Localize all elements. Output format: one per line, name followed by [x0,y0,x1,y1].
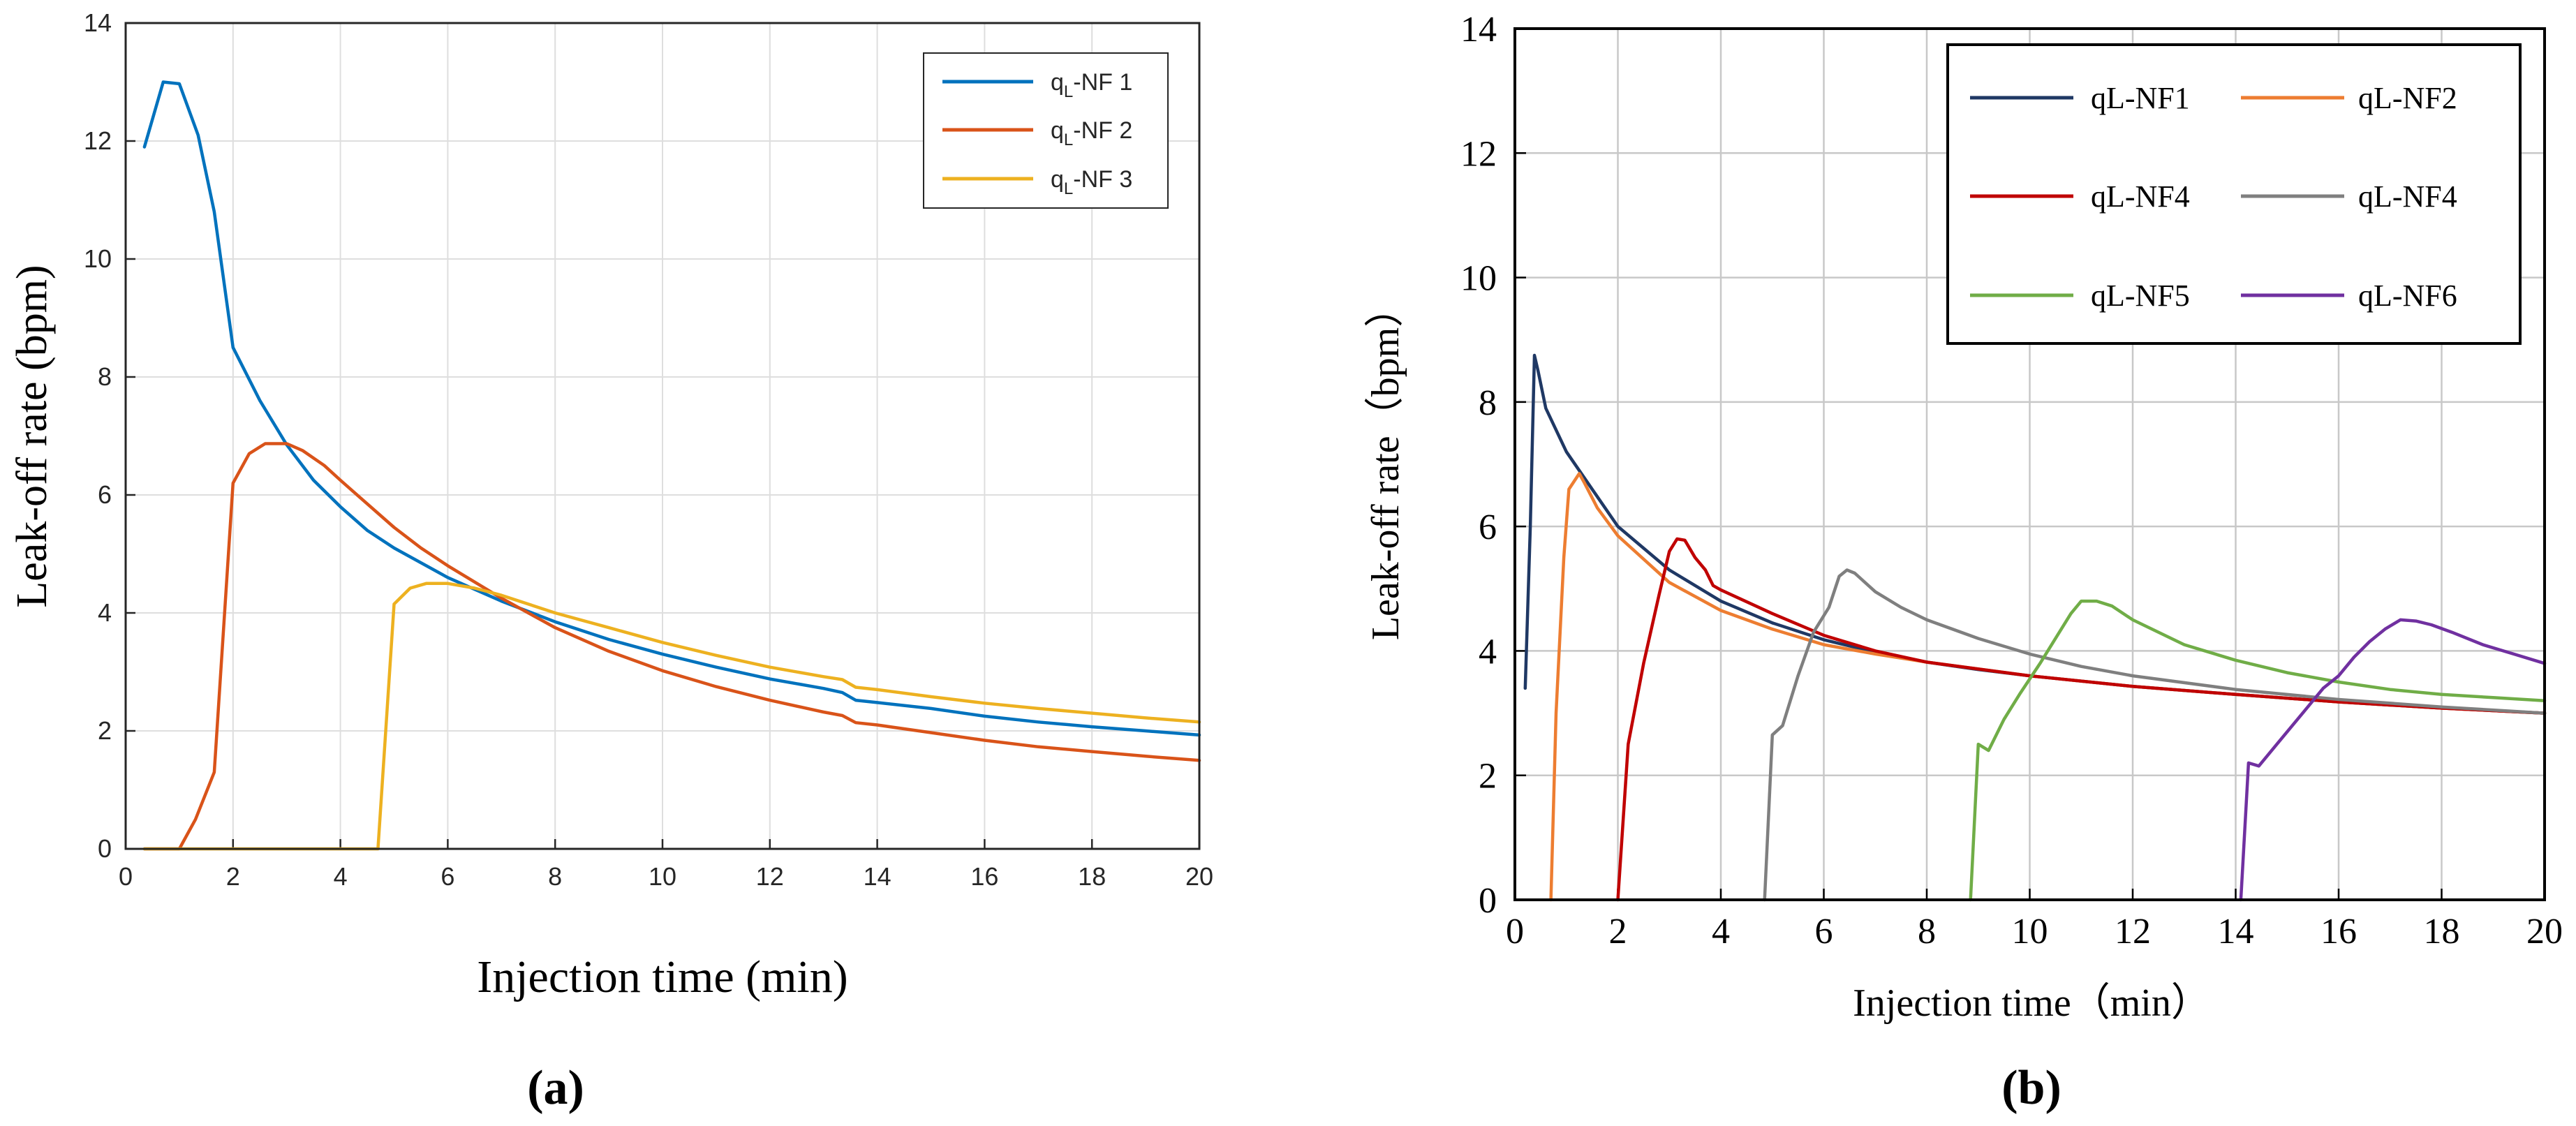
panel-b: 0 2 4 6 8 10 12 14 16 18 20 0 2 4 6 8 10 12 14 qL-NF1 qL-N… [1364,10,2563,1115]
legend-a-label-nf1: qL-NF 1 [1051,69,1132,101]
panel-b-series-line-3 [1616,537,2547,902]
panel-a-xtick-label-4: 4 [334,862,348,891]
panel-a-xtick-label-18: 18 [1078,862,1106,891]
panel-a-plot-frame [124,22,1201,850]
panel-a-grid [126,23,1199,849]
panel-b-y-axis-label: Leak-off rate（bpm） [1364,288,1407,640]
panel-a-xtick-label-6: 6 [441,862,454,891]
panel-b-ytick-label-14: 14 [1460,10,1497,50]
panel-a-label: (a) [527,1061,584,1115]
panel-b-label: (b) [2001,1061,2061,1115]
panel-a-series-line-3 [142,581,1201,851]
legend-b-label-nf6: qL-NF6 [2358,279,2457,313]
panel-b-ytick-label-6: 6 [1479,508,1497,547]
panel-a-ytick-label-4: 4 [98,598,112,627]
panel-a-ytick-label-6: 6 [98,480,112,509]
panel-b-ticks: 0 2 4 6 8 10 12 14 16 18 20 0 2 4 6 8 10 12 14 [1460,10,2563,951]
panel-a-xtick-label-12: 12 [756,862,784,891]
panel-a: 0 2 4 6 8 10 12 14 16 18 20 0 2 4 6 8 10 12 14 qL-NF 1 qL-… [8,8,1213,1115]
panel-b-plot-frame [1513,27,2546,901]
panel-b-xtick-label-4: 4 [1712,912,1730,951]
panel-b-ytick-label-4: 4 [1479,632,1497,672]
panel-b-xtick-label-6: 6 [1815,912,1833,951]
panel-a-xtick-label-0: 0 [119,862,133,891]
panel-b-ytick-label-2: 2 [1479,757,1497,797]
panel-b-series-line-5 [1969,599,2547,902]
panel-a-y-axis-label: Leak-off rate (bpm) [8,265,56,607]
panel-a-ytick-label-0: 0 [98,834,112,863]
panel-b-ytick-label-0: 0 [1479,881,1497,921]
panel-b-ytick-label-8: 8 [1479,383,1497,423]
legend-a-label-nf3: qL-NF 3 [1051,166,1132,198]
panel-b-series [1523,353,2547,902]
panel-a-ytick-label-10: 10 [84,244,112,273]
panel-a-series-line-1 [142,80,1201,737]
panel-a-x-axis-label: Injection time (min) [477,951,848,1002]
panel-a-ytick-label-8: 8 [98,362,112,391]
panel-b-series-line-6 [2239,618,2547,902]
panel-a-ytick-label-12: 12 [84,126,112,155]
panel-a-xtick-label-20: 20 [1185,862,1213,891]
panel-b-series-line-1 [1523,353,2547,715]
panel-a-ytick-label-14: 14 [84,8,112,37]
panel-b-xtick-label-2: 2 [1609,912,1627,951]
panel-b-legend: qL-NF1 qL-NF2 qL-NF4 qL-NF4 qL-NF5 qL-NF… [1946,43,2522,345]
legend-b-label-nf4-gray: qL-NF4 [2358,179,2457,214]
panel-a-xtick-label-8: 8 [548,862,562,891]
panel-b-xtick-label-20: 20 [2526,912,2563,951]
panel-a-xtick-label-10: 10 [649,862,676,891]
panel-a-xtick-label-14: 14 [864,862,891,891]
panel-b-xtick-label-8: 8 [1918,912,1936,951]
panel-b-ytick-label-12: 12 [1460,134,1497,174]
panel-a-series-line-2 [142,442,1201,851]
legend-b-label-nf4-red: qL-NF4 [2091,179,2190,214]
legend-b-label-nf1: qL-NF1 [2091,81,2190,115]
panel-a-ytick-label-2: 2 [98,716,112,745]
panel-b-xtick-label-0: 0 [1506,912,1524,951]
panel-a-xtick-label-16: 16 [970,862,998,891]
legend-b-label-nf2: qL-NF2 [2358,81,2457,115]
panel-b-series-line-2 [1549,472,2547,902]
panel-b-x-axis-label: Injection time（min） [1853,981,2210,1025]
legend-a-label-nf2: qL-NF 2 [1051,117,1132,149]
panel-a-series [142,80,1201,851]
panel-b-xtick-label-18: 18 [2424,912,2460,951]
panel-b-ytick-label-10: 10 [1460,259,1497,299]
legend-b-label-nf5: qL-NF5 [2091,279,2190,313]
panel-b-xtick-label-10: 10 [2012,912,2048,951]
panel-b-xtick-label-16: 16 [2320,912,2357,951]
panel-b-series-line-4 [1763,568,2547,902]
panel-a-legend: qL-NF 1 qL-NF 2 qL-NF 3 [923,52,1169,209]
panel-b-xtick-label-12: 12 [2115,912,2151,951]
panel-b-xtick-label-14: 14 [2218,912,2254,951]
panel-a-xtick-label-2: 2 [226,862,240,891]
panel-a-ticks: 0 2 4 6 8 10 12 14 16 18 20 0 2 4 6 8 10 12 14 [84,8,1213,891]
